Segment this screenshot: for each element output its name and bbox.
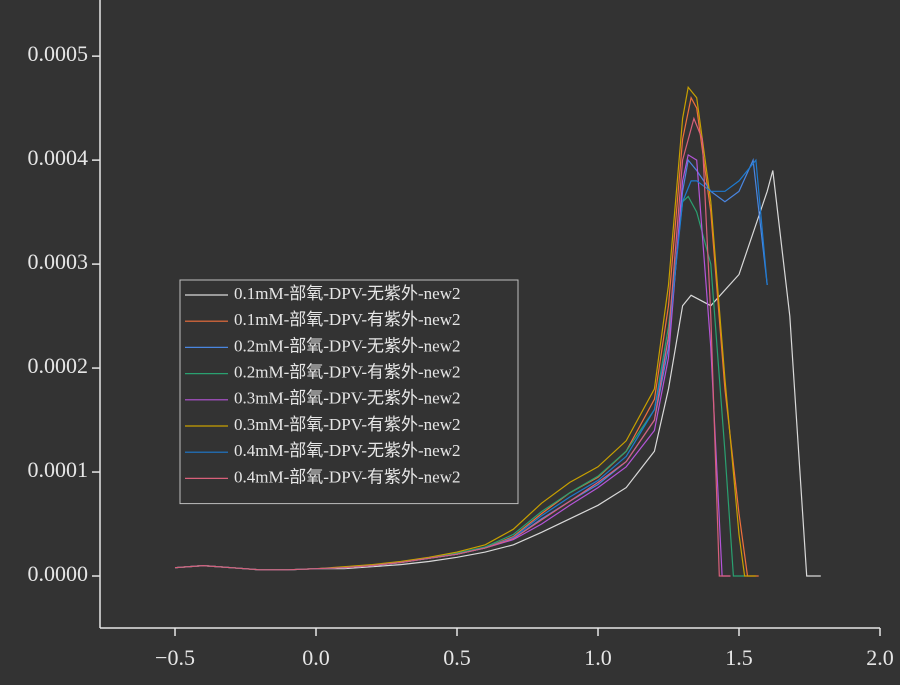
legend-label: 0.3mM-部氧-DPV-无紫外-new2 — [234, 389, 461, 408]
y-tick-label: 0.0005 — [28, 41, 89, 66]
y-tick-label: 0.0000 — [28, 561, 89, 586]
legend-label: 0.2mM-部氧-DPV-无紫外-new2 — [234, 336, 461, 355]
x-tick-label: 1.5 — [725, 645, 753, 670]
legend-box — [179, 279, 519, 505]
y-tick-label: 0.0001 — [28, 457, 89, 482]
legend-label: 0.3mM-部氧-DPV-有紫外-new2 — [234, 415, 461, 434]
legend-label: 0.1mM-部氧-DPV-有紫外-new2 — [234, 310, 461, 329]
x-tick-label: −0.5 — [155, 645, 195, 670]
x-tick-label: 1.0 — [584, 645, 612, 670]
x-tick-label: 2.0 — [866, 645, 894, 670]
legend-label: 0.1mM-部氧-DPV-无紫外-new2 — [234, 284, 461, 303]
x-tick-label: 0.0 — [302, 645, 330, 670]
y-tick-label: 0.0004 — [28, 145, 89, 170]
y-tick-label: 0.0002 — [28, 353, 89, 378]
series-line — [174, 116, 731, 577]
legend-label: 0.2mM-部氧-DPV-有紫外-new2 — [234, 363, 461, 382]
y-tick-label: 0.0003 — [28, 249, 89, 274]
x-tick-label: 0.5 — [443, 645, 471, 670]
legend-label: 0.4mM-部氧-DPV-无紫外-new2 — [234, 441, 461, 460]
legend-label: 0.4mM-部氧-DPV-有紫外-new2 — [234, 467, 461, 486]
